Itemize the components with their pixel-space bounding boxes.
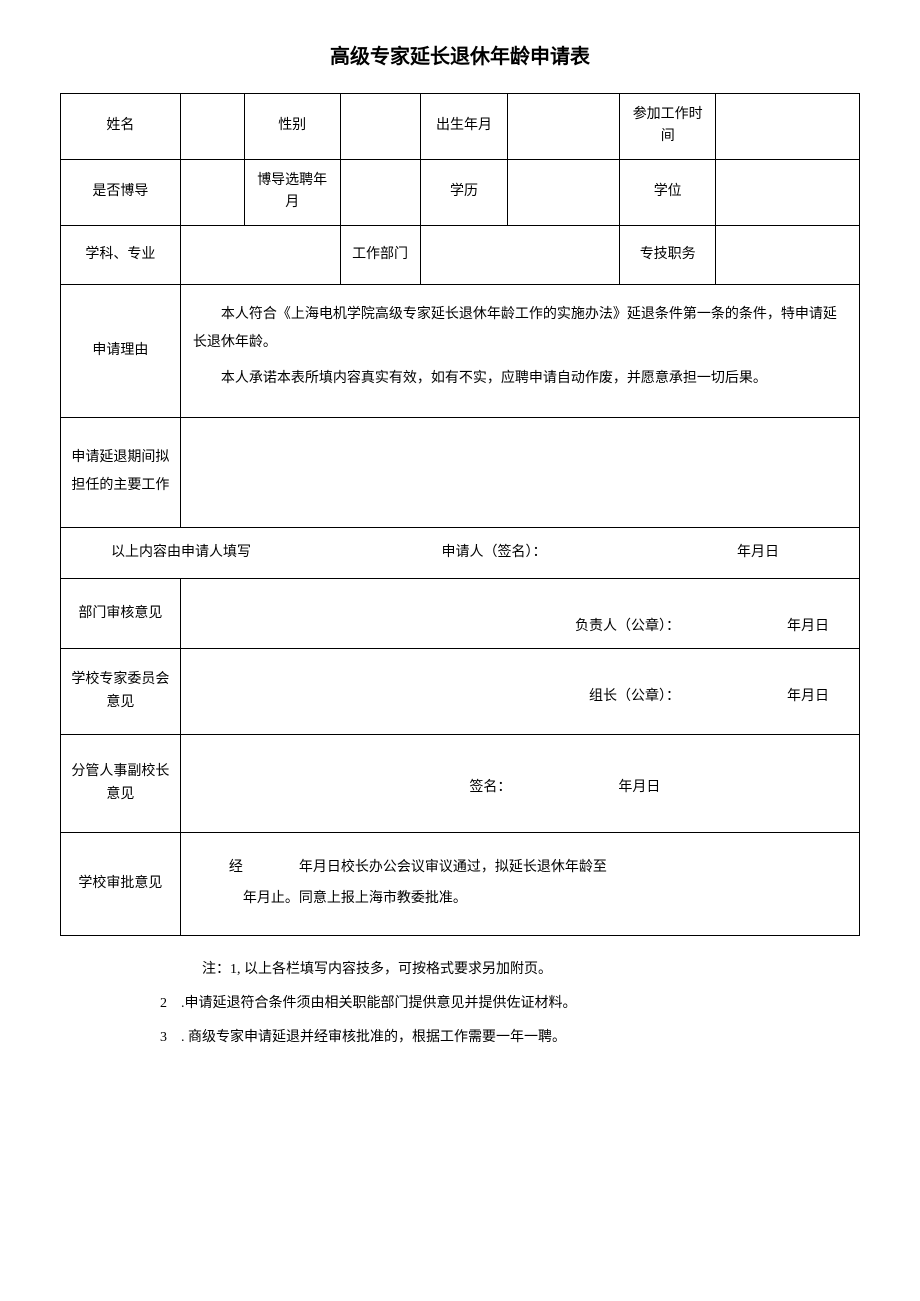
review3-label: 分管人事副校长意见 <box>61 735 181 833</box>
degree-value <box>716 159 860 225</box>
name-label: 姓名 <box>61 94 181 160</box>
dept-value <box>420 225 620 284</box>
review1-content: 负责人（公章）： 年月日 <box>180 579 859 649</box>
dept-label: 工作部门 <box>340 225 420 284</box>
work-content <box>180 417 859 527</box>
note-3: 3 . 商级专家申请延退并经审核批准的，根据工作需要一年一聘。 <box>160 1024 860 1052</box>
approval-label: 学校审批意见 <box>61 832 181 935</box>
reason-label: 申请理由 <box>61 284 181 417</box>
bodao-year-label: 博导选聘年月 <box>244 159 340 225</box>
education-label: 学历 <box>420 159 508 225</box>
birth-value <box>508 94 620 160</box>
review3-date: 年月日 <box>618 780 660 795</box>
review1-label: 部门审核意见 <box>61 579 181 649</box>
bodao-label: 是否博导 <box>61 159 181 225</box>
note-1: 注：1, 以上各栏填写内容技多，可按格式要求另加附页。 <box>160 956 860 984</box>
subject-label: 学科、专业 <box>61 225 181 284</box>
sign-mid: 申请人（签名）： <box>442 542 547 564</box>
bodao-value <box>180 159 244 225</box>
applicant-sign-row: 以上内容由申请人填写 申请人（签名）： 年月日 <box>61 527 860 578</box>
work-label: 申请延退期间拟担任的主要工作 <box>61 417 181 527</box>
bodao-year-value <box>340 159 420 225</box>
reason-para1: 本人符合《上海电机学院高级专家延长退休年龄工作的实施办法》延退条件第一条的条件，… <box>193 301 847 357</box>
name-value <box>180 94 244 160</box>
review2-sign: 组长（公章）： <box>589 689 680 704</box>
reason-content: 本人符合《上海电机学院高级专家延长退休年龄工作的实施办法》延退条件第一条的条件，… <box>180 284 859 417</box>
subject-value <box>180 225 340 284</box>
reason-para2: 本人承诺本表所填内容真实有效，如有不实，应聘申请自动作废，并愿意承担一切后果。 <box>193 365 847 393</box>
review2-content: 组长（公章）： 年月日 <box>180 649 859 735</box>
gender-value <box>340 94 420 160</box>
review3-content: 签名： 年月日 <box>180 735 859 833</box>
approval-text2: 年月止。同意上报上海市教委批准。 <box>201 884 839 915</box>
sign-left: 以上内容由申请人填写 <box>81 542 251 564</box>
approval-text1: 经 年月日校长办公会议审议通过，拟延长退休年龄至 <box>201 853 839 884</box>
degree-label: 学位 <box>620 159 716 225</box>
workdate-label: 参加工作时间 <box>620 94 716 160</box>
page-title: 高级专家延长退休年龄申请表 <box>60 40 860 69</box>
review3-sign: 签名： <box>469 780 511 795</box>
sign-right: 年月日 <box>737 542 839 564</box>
application-form-table: 姓名 性别 出生年月 参加工作时间 是否博导 博导选聘年月 学历 学位 学科、专… <box>60 93 860 936</box>
education-value <box>508 159 620 225</box>
tech-title-value <box>716 225 860 284</box>
birth-label: 出生年月 <box>420 94 508 160</box>
gender-label: 性别 <box>244 94 340 160</box>
tech-title-label: 专技职务 <box>620 225 716 284</box>
review2-label: 学校专家委员会意见 <box>61 649 181 735</box>
note-2: 2 .申请延退符合条件须由相关职能部门提供意见并提供佐证材料。 <box>160 990 860 1018</box>
review1-sign: 负责人（公章）： <box>575 619 680 634</box>
notes-section: 注：1, 以上各栏填写内容技多，可按格式要求另加附页。 2 .申请延退符合条件须… <box>60 956 860 1052</box>
workdate-value <box>716 94 860 160</box>
review2-date: 年月日 <box>787 689 829 704</box>
approval-content: 经 年月日校长办公会议审议通过，拟延长退休年龄至 年月止。同意上报上海市教委批准… <box>180 832 859 935</box>
review1-date: 年月日 <box>787 619 829 634</box>
